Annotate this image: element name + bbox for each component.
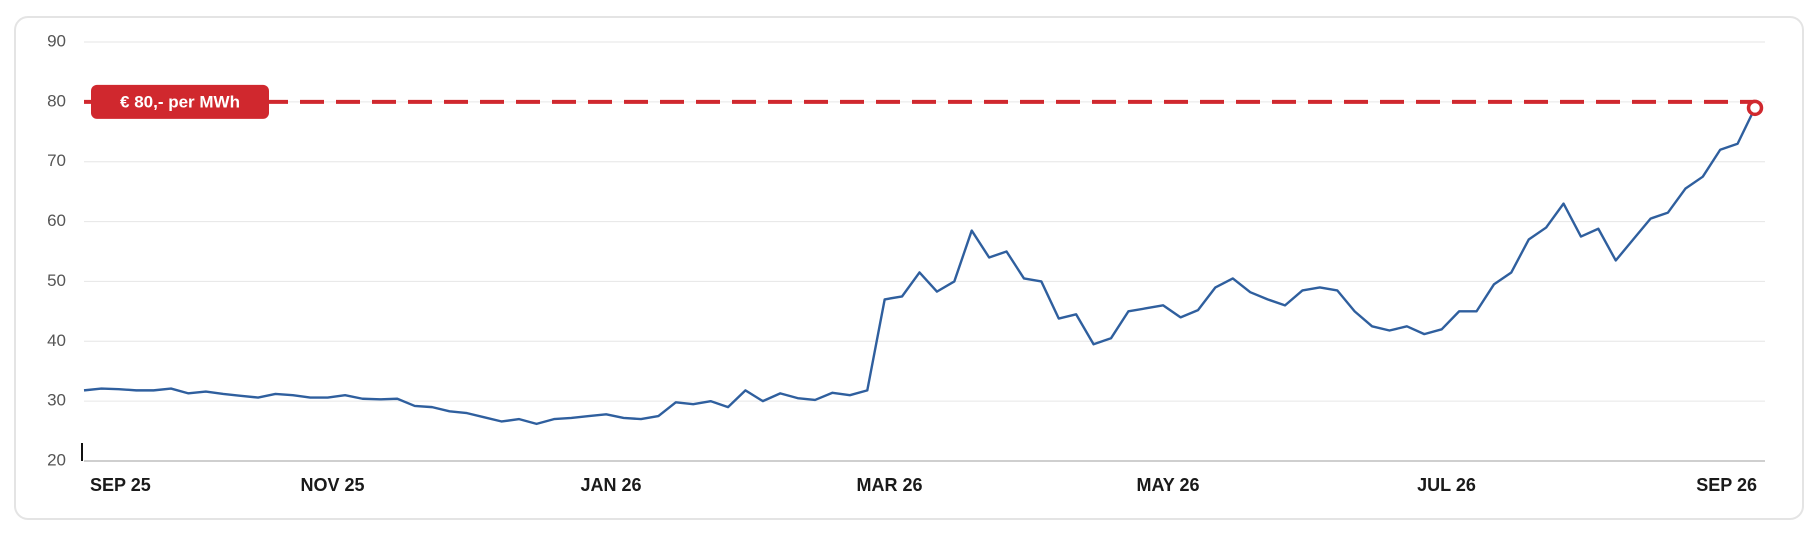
x-tick-label: NOV 25 xyxy=(300,475,364,495)
threshold-label: € 80,- per MWh xyxy=(120,92,240,111)
x-tick-label: MAY 26 xyxy=(1136,475,1199,495)
y-tick-label: 80 xyxy=(47,91,66,110)
x-tick-label: JUL 26 xyxy=(1417,475,1476,495)
chart-card xyxy=(14,16,1804,520)
y-tick-label: 60 xyxy=(47,211,66,230)
y-tick-label: 20 xyxy=(47,450,66,469)
threshold-badge xyxy=(91,84,269,119)
y-tick-label: 70 xyxy=(47,151,66,170)
end-marker xyxy=(1746,99,1764,117)
y-tick-label: 30 xyxy=(47,391,66,410)
x-tick-label: SEP 26 xyxy=(1696,475,1757,495)
y-tick-label: 40 xyxy=(47,331,66,350)
x-tick-label: MAR 26 xyxy=(856,475,922,495)
x-tick-label: JAN 26 xyxy=(580,475,641,495)
y-tick-label: 50 xyxy=(47,271,66,290)
y-tick-label: 90 xyxy=(47,31,66,50)
line-series xyxy=(83,107,1757,426)
x-tick-label: SEP 25 xyxy=(90,475,151,495)
